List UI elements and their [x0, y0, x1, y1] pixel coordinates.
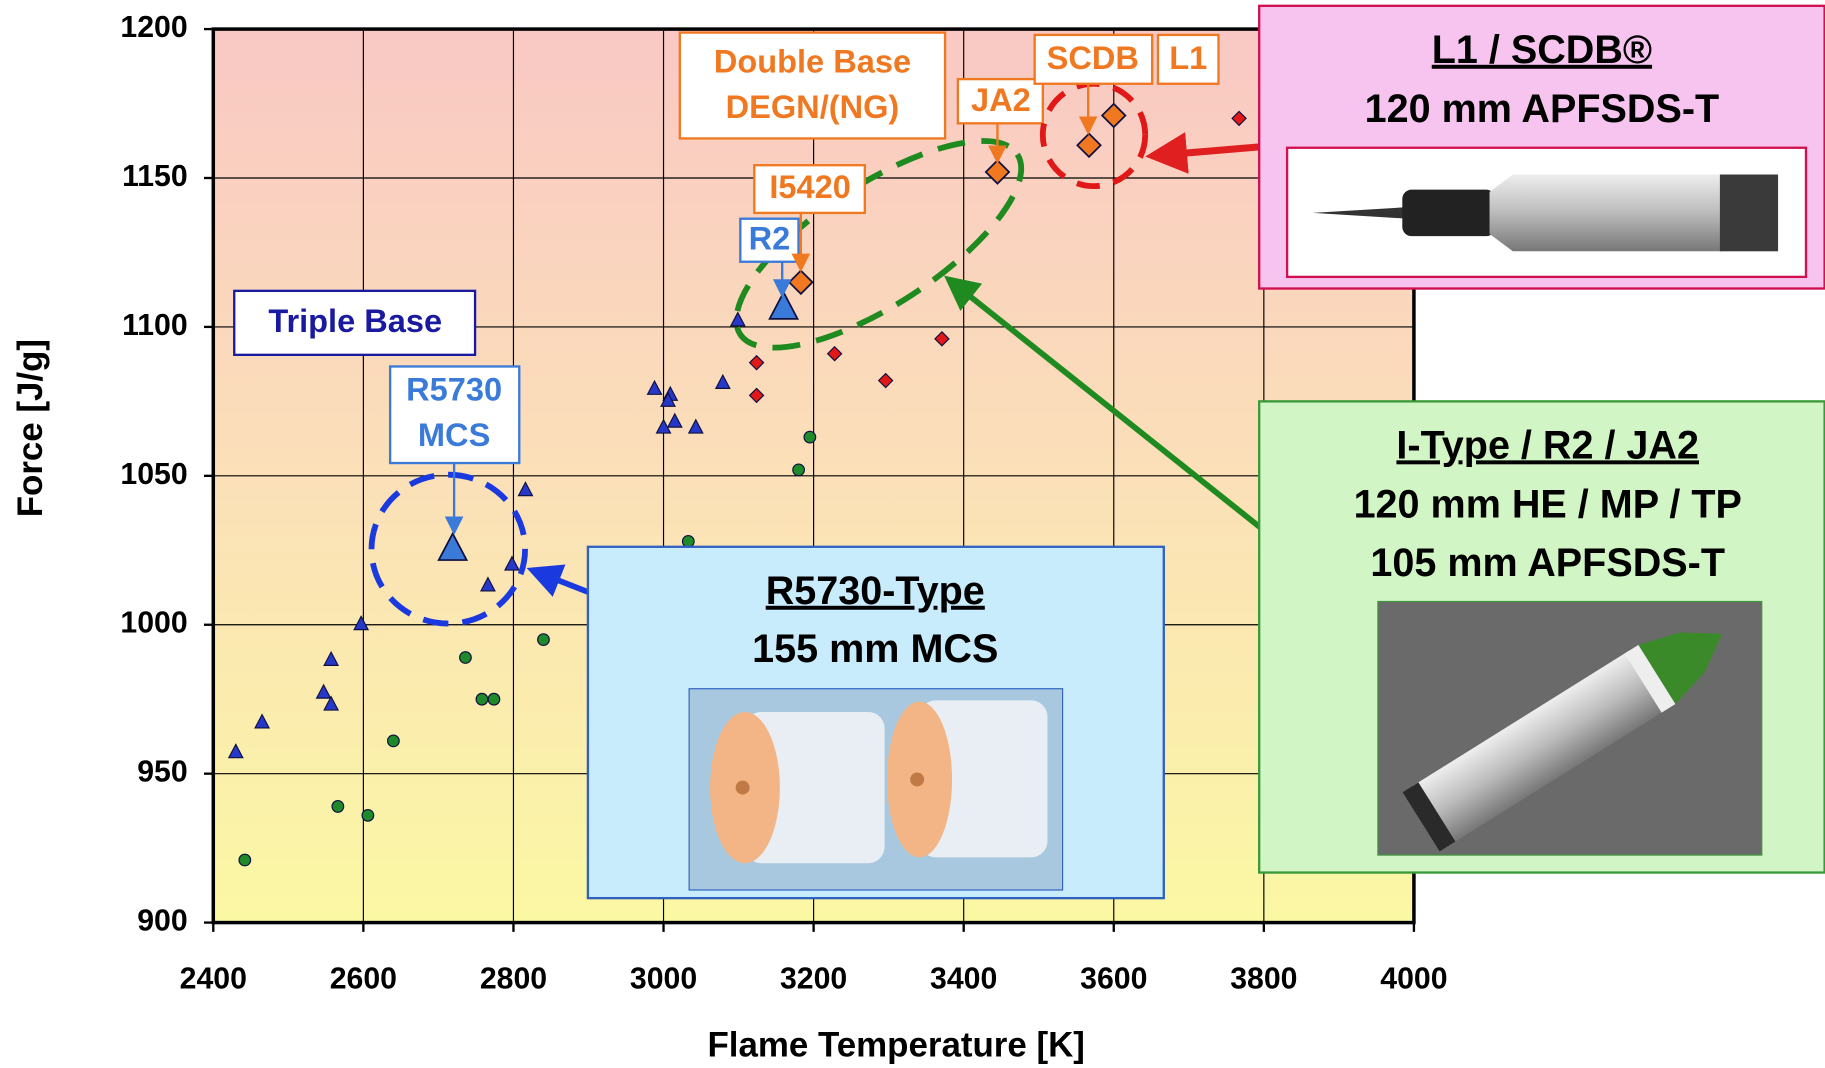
y-tick-label: 1150: [122, 160, 188, 193]
x-tick-label: 3000: [630, 963, 697, 996]
x-tick-label: 2400: [180, 963, 247, 996]
y-tick-label: 1050: [120, 458, 187, 491]
x-tick-label: 3800: [1230, 963, 1297, 996]
data-point: [682, 536, 694, 548]
data-point: [793, 464, 805, 476]
annotation: L1: [1169, 40, 1207, 76]
x-tick-label: 3200: [780, 963, 847, 996]
info-text: 105 mm APFSDS-T: [1370, 541, 1725, 585]
data-point: [804, 431, 816, 443]
info-box: R5730-Type 155 mm MCS: [588, 547, 1164, 898]
info-box: I-Type / R2 / JA2 120 mm HE / MP / TP 10…: [1259, 401, 1824, 872]
y-tick-label: 1200: [120, 11, 187, 44]
data-point: [538, 634, 550, 646]
data-point: [488, 693, 500, 705]
info-title: R5730-Type: [766, 569, 985, 613]
y-tick-label: 900: [137, 905, 187, 938]
data-point: [362, 810, 374, 822]
annotation: I5420: [769, 169, 851, 205]
annotation: R2: [749, 220, 791, 256]
y-tick-label: 1100: [122, 309, 188, 342]
x-tick-label: 2600: [330, 963, 397, 996]
data-point: [332, 801, 344, 813]
data-point: [239, 854, 251, 866]
info-text: 155 mm MCS: [752, 627, 998, 671]
annotation: Double Base: [714, 44, 911, 80]
chart: 2400 2600 2800 3000 3200 3400 3600 3800 4000 900 9…: [0, 0, 1825, 1068]
data-point: [388, 735, 400, 747]
data-point: [476, 693, 488, 705]
annotation: SCDB: [1047, 40, 1139, 76]
annotation: MCS: [418, 417, 490, 453]
x-tick-label: 2800: [480, 963, 547, 996]
info-text: 120 mm HE / MP / TP: [1354, 483, 1742, 527]
y-axis-label: Force [J/g]: [11, 339, 50, 517]
info-title: I-Type / R2 / JA2: [1396, 423, 1699, 467]
info-box: L1 / SCDB® 120 mm APFSDS-T: [1259, 6, 1824, 289]
info-title: L1 / SCDB®: [1432, 28, 1652, 72]
x-axis-label: Flame Temperature [K]: [707, 1025, 1084, 1064]
annotation: JA2: [971, 82, 1031, 118]
annotation: R5730: [406, 372, 502, 408]
charge-image: [710, 700, 1047, 863]
annotation: Triple Base: [268, 303, 442, 339]
info-text: 120 mm APFSDS-T: [1365, 87, 1720, 131]
y-tick-label: 950: [137, 756, 187, 789]
x-tick-label: 3400: [930, 963, 997, 996]
annotation: DEGN/(NG): [726, 89, 900, 125]
data-point: [460, 652, 472, 664]
x-tick-label: 3600: [1080, 963, 1147, 996]
x-tick-label: 4000: [1380, 963, 1447, 996]
y-tick-label: 1000: [120, 607, 187, 640]
